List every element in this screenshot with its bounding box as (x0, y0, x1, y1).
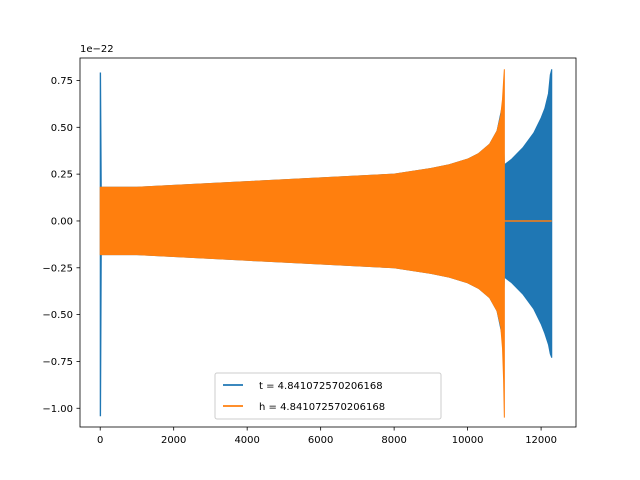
plot-series (99, 69, 553, 418)
y-tick-label: −0.50 (42, 310, 73, 321)
x-tick-label: 10000 (452, 435, 484, 446)
legend-label-h: h = 4.841072570206168 (259, 402, 385, 413)
x-tick-label: 0 (97, 435, 103, 446)
series-band-h (99, 69, 505, 418)
x-tick-label: 2000 (161, 435, 186, 446)
y-tick-label: 0.75 (51, 76, 73, 87)
y-tick-label: 0.50 (51, 123, 73, 134)
x-tick-label: 6000 (308, 435, 333, 446)
legend-box (214, 372, 442, 420)
x-tick-label: 12000 (525, 435, 557, 446)
y-tick-label: −0.25 (42, 263, 73, 274)
y-tick-label: −1.00 (42, 404, 73, 415)
y-tick-label: 0.25 (51, 170, 73, 181)
y-tick-label: 0.00 (51, 216, 73, 227)
legend: t = 4.841072570206168 h = 4.841072570206… (214, 372, 442, 420)
y-axis: 0.75 0.50 0.25 0.00 −0.25 −0.50 −0.75 −1.00 (42, 76, 80, 415)
axes-frame (79, 57, 577, 428)
x-axis: 0 2000 4000 6000 8000 10000 12000 (97, 427, 557, 446)
x-tick-label: 4000 (234, 435, 259, 446)
legend-label-t: t = 4.841072570206168 (259, 381, 383, 392)
y-tick-label: −0.75 (42, 357, 73, 368)
y-offset-label: 1e−22 (80, 44, 114, 55)
x-tick-label: 8000 (381, 435, 406, 446)
